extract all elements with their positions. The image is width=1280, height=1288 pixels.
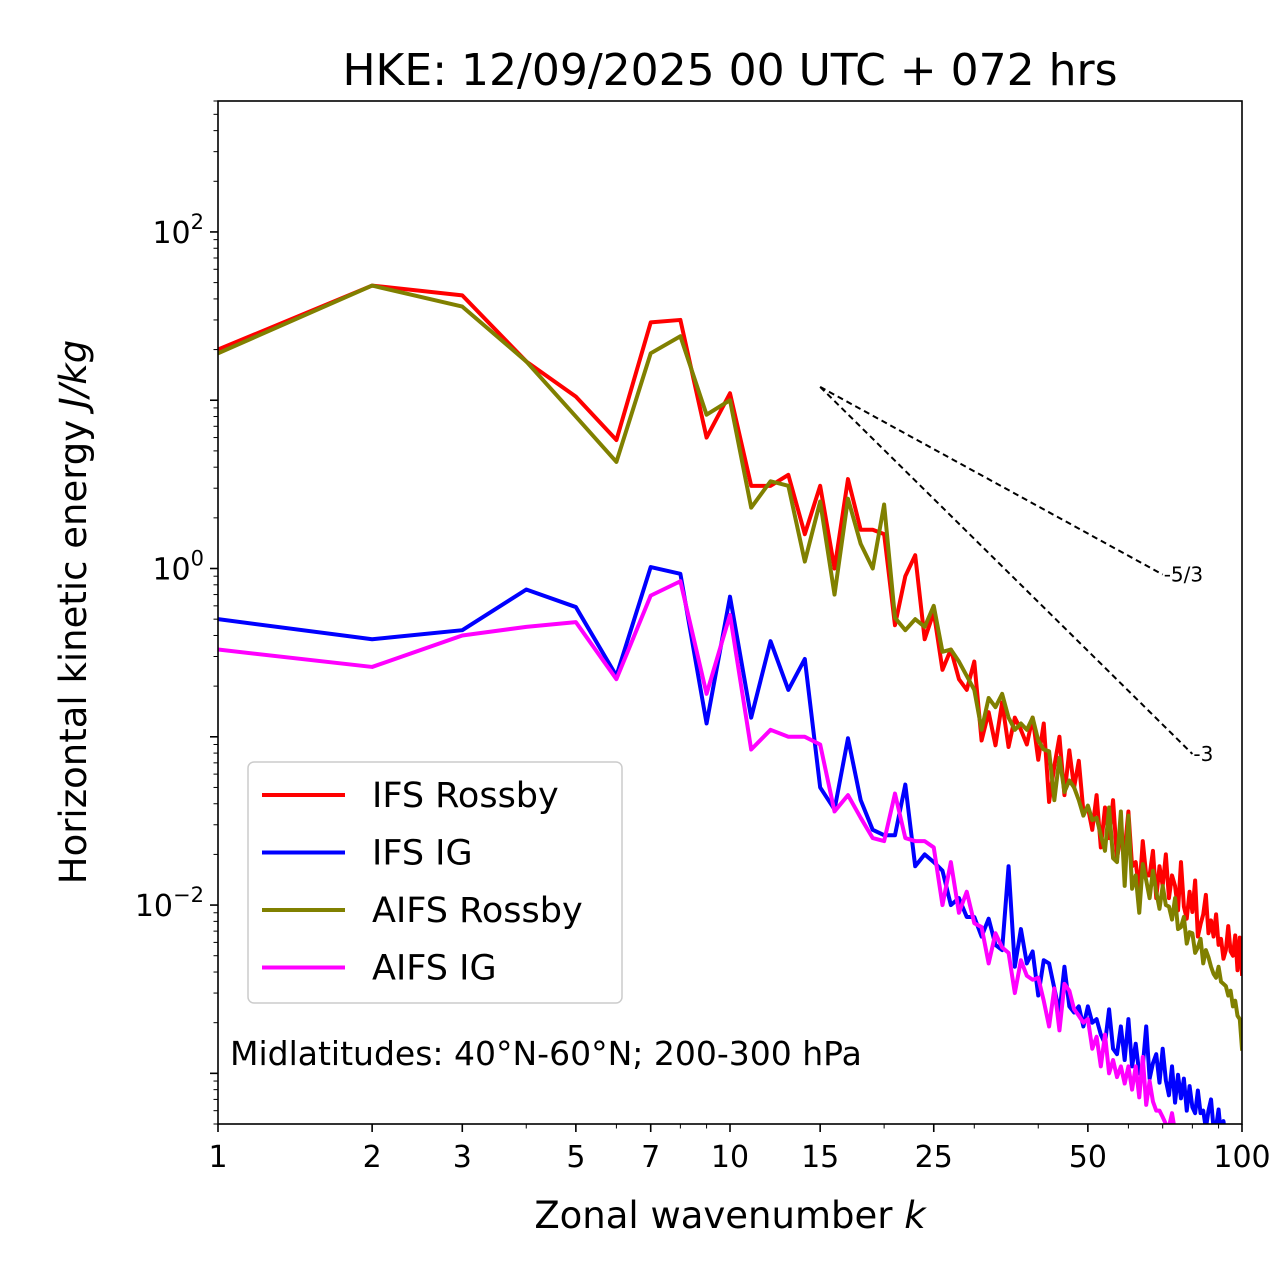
reference-lines xyxy=(819,386,1194,755)
series-layer xyxy=(218,283,1242,1124)
x-tick-label: 3 xyxy=(453,1140,472,1175)
x-tick-label: 25 xyxy=(915,1140,953,1175)
y-tick-label: 100 xyxy=(152,547,204,588)
reference-line-label-1: -3 xyxy=(1193,742,1213,766)
x-tick-label: 50 xyxy=(1069,1140,1107,1175)
x-tick-label: 7 xyxy=(641,1140,660,1175)
x-tick-label: 5 xyxy=(566,1140,585,1175)
legend-label-1: IFS IG xyxy=(372,834,473,874)
reference-line-label-0: -5/3 xyxy=(1164,563,1203,587)
legend: IFS Rossby IFS IG AIFS Rossby AIFS IG xyxy=(247,761,623,1004)
chart-title: HKE: 12/09/2025 00 UTC + 072 hrs xyxy=(342,45,1117,96)
x-axis-label-symbol: k xyxy=(904,1194,927,1237)
y-axis-label: Horizontal kinetic energy J/kg xyxy=(52,340,95,884)
legend-label-3: AIFS IG xyxy=(372,949,497,989)
x-tick-label: 10 xyxy=(711,1140,749,1175)
legend-box xyxy=(247,761,623,1004)
y-axis-label-text: Horizontal kinetic energy xyxy=(52,420,95,884)
y-axis-label-units: J/kg xyxy=(52,340,95,415)
series-line-aifs-rossby xyxy=(218,283,1242,1051)
x-tick-label: 2 xyxy=(363,1140,382,1175)
y-axis: 102 100 10−2 xyxy=(135,210,218,1075)
x-tick-label: 100 xyxy=(1213,1140,1270,1175)
series-line-aifs-ig xyxy=(218,579,1176,1124)
reference-line-1 xyxy=(819,386,1194,755)
legend-label-2: AIFS Rossby xyxy=(372,891,583,931)
x-tick-label: 15 xyxy=(801,1140,839,1175)
region-annotation: Midlatitudes: 40°N-60°N; 200-300 hPa xyxy=(230,1034,862,1073)
x-axis-label: Zonal wavenumber k xyxy=(534,1194,927,1237)
x-tick-label: 1 xyxy=(208,1140,227,1175)
y-tick-label: 10−2 xyxy=(135,883,204,924)
legend-label-0: IFS Rossby xyxy=(372,776,559,816)
series-line-ifs-ig xyxy=(218,565,1226,1124)
reference-line-0 xyxy=(819,386,1164,576)
x-axis: 1 2 3 5 7 10 15 25 50 100 xyxy=(208,1124,1271,1175)
x-axis-label-text: Zonal wavenumber xyxy=(534,1194,893,1237)
y-tick-label: 102 xyxy=(152,210,204,251)
